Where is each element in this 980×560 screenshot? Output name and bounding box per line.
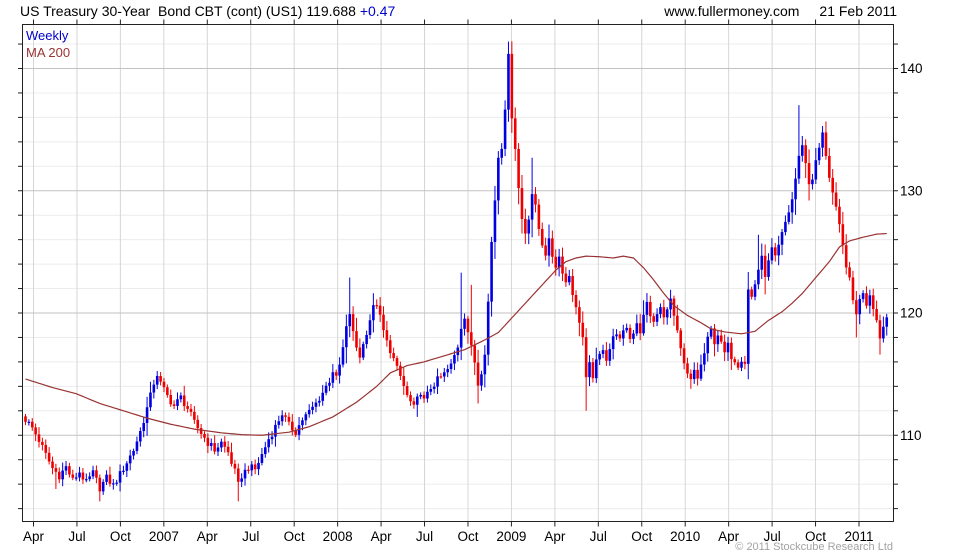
- x-axis-label: Apr: [23, 529, 45, 544]
- y-axis-label: 130: [900, 183, 923, 198]
- x-axis-label: 2007: [149, 529, 179, 544]
- website-link[interactable]: www.fullermoney.com: [664, 3, 800, 19]
- x-axis-label: Oct: [457, 529, 478, 544]
- grid-lines: [22, 24, 894, 522]
- x-axis-label: Oct: [110, 529, 131, 544]
- x-axis-label: Oct: [284, 529, 305, 544]
- x-axis-label: 2011: [844, 529, 873, 544]
- x-axis-label: 2010: [670, 529, 700, 544]
- x-axis-label: Apr: [544, 529, 566, 544]
- x-axis-label: Apr: [371, 529, 393, 544]
- x-axis-label: 2009: [496, 529, 526, 544]
- ma200-line: [25, 232, 887, 436]
- legend-ma200: MA 200: [26, 45, 71, 60]
- y-axis-label: 110: [900, 428, 922, 443]
- instrument-name: US Treasury 30-Year Bond CBT (cont) (US1…: [20, 3, 303, 19]
- last-price: 119.688: [306, 3, 356, 19]
- chart-legend: Weekly MA 200: [26, 27, 70, 61]
- x-axis-label: Oct: [805, 529, 826, 544]
- x-axis-label: Jul: [590, 529, 607, 544]
- chart-title: US Treasury 30-Year Bond CBT (cont) (US1…: [20, 3, 395, 19]
- x-axis-label: Jul: [242, 529, 259, 544]
- header-right: www.fullermoney.com 21 Feb 2011: [664, 3, 897, 19]
- chart-date: 21 Feb 2011: [819, 3, 897, 19]
- x-axis-label: Jul: [416, 529, 433, 544]
- copyright-notice: © 2011 Stockcube Research Ltd: [735, 541, 893, 553]
- x-axis-label: Jul: [68, 529, 85, 544]
- plot-border-and-ticks: [18, 19, 898, 527]
- y-axis-label: 140: [900, 61, 923, 76]
- candlestick-series: [24, 41, 889, 502]
- x-axis-label: 2008: [323, 529, 353, 544]
- x-axis-label: Oct: [631, 529, 652, 544]
- axis-labels: 110 120 130 140 Apr Jul Oct 2007 Apr Jul Oct 2008 Ap…: [23, 61, 923, 544]
- y-axis-label: 120: [900, 306, 923, 321]
- price-change: +0.47: [359, 3, 396, 19]
- legend-weekly: Weekly: [26, 28, 69, 43]
- x-axis-label: Apr: [718, 529, 740, 544]
- x-axis-label: Jul: [763, 529, 780, 544]
- x-axis-label: Apr: [197, 529, 219, 544]
